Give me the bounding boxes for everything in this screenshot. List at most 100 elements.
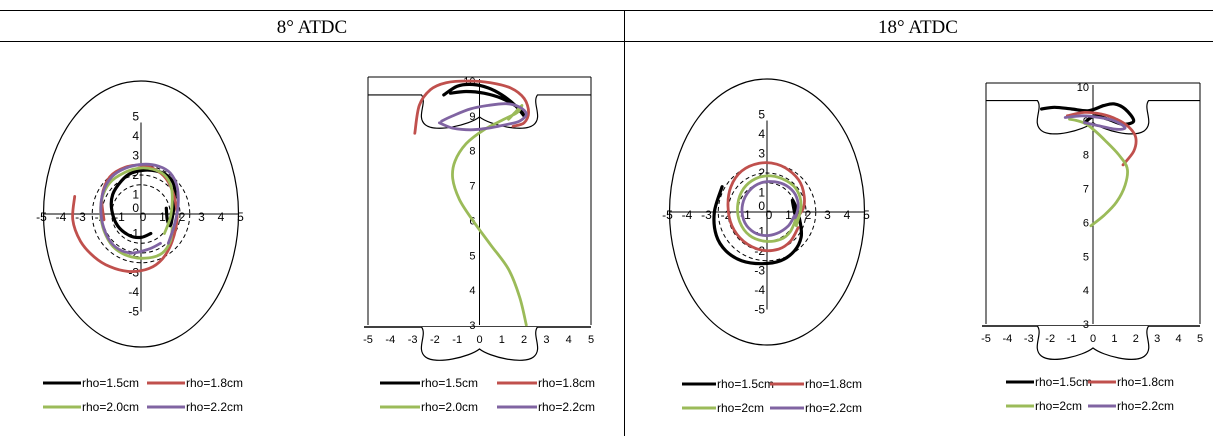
series-line	[740, 180, 800, 237]
x-tick-label: 0	[1090, 333, 1096, 345]
legend-label: rho=1.5cm	[82, 376, 139, 390]
legend-label: rho=1.8cm	[538, 376, 595, 390]
x-tick-label: 5	[1197, 333, 1203, 345]
x-tick-label: 3	[1154, 333, 1160, 345]
y-tick-label: -5	[128, 305, 139, 319]
legend-label: rho=1.8cm	[186, 376, 243, 390]
x-tick-label: 3	[543, 334, 549, 346]
y-tick-label: -4	[754, 283, 765, 297]
legend-label: rho=2.2cm	[1117, 399, 1174, 413]
y-tick-label: -1	[754, 225, 765, 239]
y-tick-label: 3	[758, 147, 765, 161]
legend-label: rho=2cm	[1035, 399, 1082, 413]
x-tick-label: -2	[721, 208, 732, 222]
y-tick-label: 7	[469, 181, 475, 193]
x-tick-label: -3	[408, 334, 418, 346]
table-frame	[0, 10, 1213, 436]
x-tick-label: -5	[36, 210, 47, 224]
y-tick-label: 4	[132, 129, 139, 143]
y-tick-label: 4	[469, 285, 475, 297]
series-line	[1065, 110, 1138, 167]
piston-bowl-bottom	[420, 326, 539, 361]
legend-label: rho=1.5cm	[1035, 375, 1092, 389]
x-tick-label: -4	[385, 334, 395, 346]
x-tick-label: 2	[1133, 333, 1139, 345]
x-tick-label: -1	[740, 208, 751, 222]
y-tick-label: 8	[469, 146, 475, 158]
x-tick-label: -3	[75, 210, 86, 224]
x-tick-label: -3	[701, 208, 712, 222]
x-tick-label: 3	[824, 208, 831, 222]
y-tick-label: 5	[469, 250, 475, 262]
legend-label: rho=2.2cm	[538, 400, 595, 414]
legend-label: rho=2cm	[717, 401, 764, 415]
y-tick-label: 5	[758, 108, 765, 122]
series-line	[442, 82, 526, 118]
y-tick-label: 3	[1083, 319, 1089, 331]
series-line	[736, 174, 803, 243]
series-line	[99, 162, 180, 255]
x-tick-label: 5	[588, 334, 594, 346]
y-tick-label: 4	[758, 127, 765, 141]
y-tick-label: 1	[758, 186, 765, 200]
y-tick-label: 0	[758, 199, 765, 213]
y-tick-label: 6	[1083, 217, 1089, 229]
x-tick-label: 2	[805, 208, 812, 222]
y-tick-label: 1	[132, 188, 139, 202]
y-tick-label: 5	[1083, 251, 1089, 263]
x-tick-label: -2	[1045, 333, 1055, 345]
x-tick-label: 1	[159, 210, 166, 224]
x-tick-label: 0	[766, 208, 773, 222]
x-tick-label: 5	[863, 208, 870, 222]
x-tick-label: -1	[1067, 333, 1077, 345]
x-tick-label: 1	[499, 334, 505, 346]
y-tick-label: -5	[754, 303, 765, 317]
y-tick-label: 10	[1077, 82, 1089, 94]
legend-label: rho=2.2cm	[186, 400, 243, 414]
y-tick-label: 9	[469, 111, 475, 123]
y-tick-label: 4	[1083, 285, 1089, 297]
x-tick-label: 5	[237, 210, 244, 224]
y-tick-label: 3	[132, 149, 139, 163]
legend-label: rho=1.8cm	[805, 377, 862, 391]
legend-label: rho=2.2cm	[805, 401, 862, 415]
y-tick-label: -1	[128, 227, 139, 241]
series-line	[451, 104, 528, 327]
legend-label: rho=1.8cm	[1117, 375, 1174, 389]
x-tick-label: 2	[521, 334, 527, 346]
piston-bowl-bottom	[1036, 325, 1150, 360]
y-tick-label: 8	[1083, 150, 1089, 162]
series-line	[413, 79, 530, 135]
series-line	[1068, 117, 1129, 228]
x-tick-label: 0	[140, 210, 147, 224]
x-tick-label: -2	[430, 334, 440, 346]
header-18-atdc: 18° ATDC	[878, 17, 958, 38]
x-tick-label: 3	[198, 210, 205, 224]
x-tick-label: -4	[56, 210, 67, 224]
x-tick-label: -5	[981, 333, 991, 345]
y-tick-label: 0	[132, 201, 139, 215]
y-tick-label: 2	[758, 166, 765, 180]
header-8-atdc: 8° ATDC	[277, 17, 347, 38]
x-tick-label: 4	[566, 334, 572, 346]
y-tick-label: 7	[1083, 184, 1089, 196]
y-tick-label: 2	[132, 168, 139, 182]
x-tick-label: 4	[1176, 333, 1182, 345]
panel-8-cross-section: -5 -4 -3 -2 -1 0 1 2 3 4 5-5-4-3-2-1123450rho=1.5c…	[36, 80, 244, 414]
x-tick-label: 1	[785, 208, 792, 222]
x-tick-label: -3	[1024, 333, 1034, 345]
x-tick-label: 2	[179, 210, 186, 224]
legend-label: rho=1.5cm	[717, 377, 774, 391]
legend-label: rho=2.0cm	[421, 400, 478, 414]
x-tick-label: 4	[844, 208, 851, 222]
x-tick-label: -4	[1003, 333, 1013, 345]
series-line	[1063, 114, 1127, 131]
x-tick-label: -5	[363, 334, 373, 346]
y-tick-label: -3	[754, 264, 765, 278]
x-tick-label: -5	[662, 208, 673, 222]
series-line	[438, 102, 528, 132]
legend-label: rho=1.5cm	[421, 376, 478, 390]
